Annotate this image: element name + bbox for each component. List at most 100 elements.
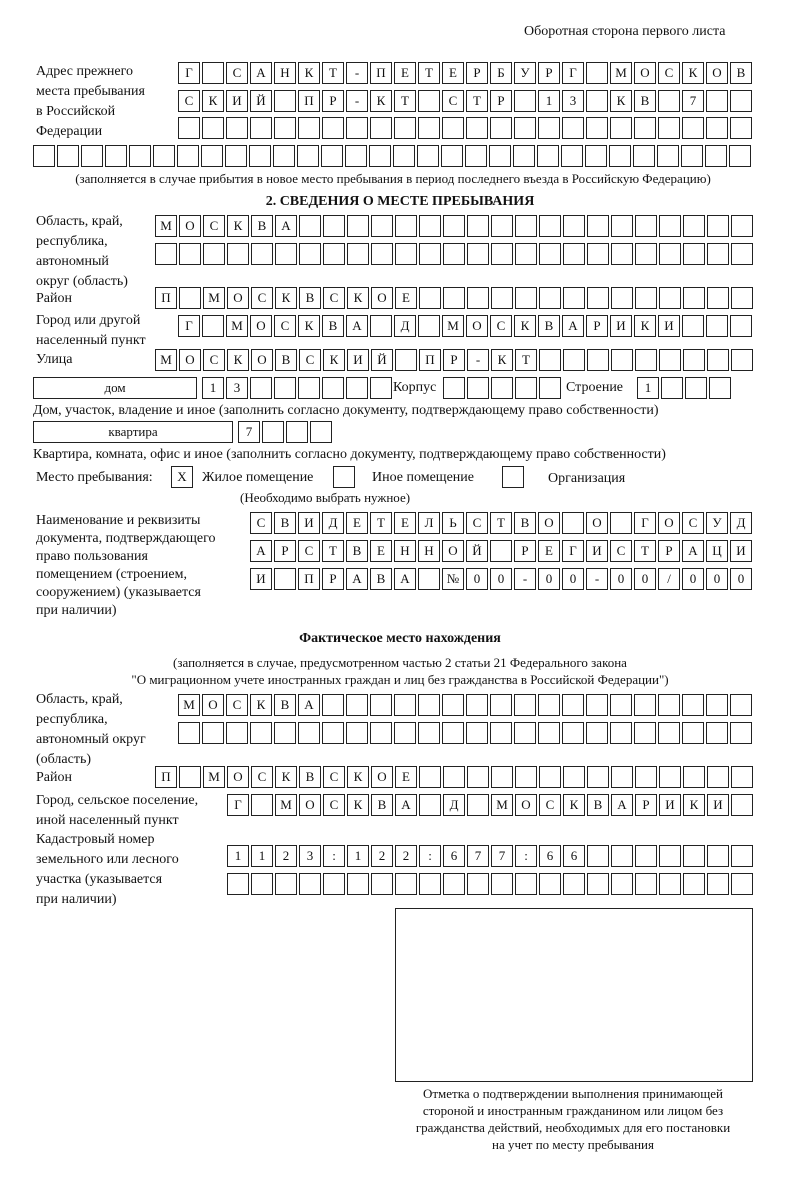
- char-box[interactable]: [346, 117, 368, 139]
- char-box[interactable]: М: [155, 215, 177, 237]
- char-box[interactable]: [659, 766, 681, 788]
- char-box[interactable]: [323, 215, 345, 237]
- char-box[interactable]: [659, 243, 681, 265]
- char-box[interactable]: 7: [467, 845, 489, 867]
- char-box[interactable]: С: [250, 512, 272, 534]
- char-box[interactable]: Г: [178, 62, 200, 84]
- char-box[interactable]: [443, 215, 465, 237]
- char-box[interactable]: О: [179, 215, 201, 237]
- char-box[interactable]: [706, 722, 728, 744]
- char-box[interactable]: И: [659, 794, 681, 816]
- char-box[interactable]: [491, 287, 513, 309]
- char-box[interactable]: И: [658, 315, 680, 337]
- char-box[interactable]: [346, 694, 368, 716]
- char-box[interactable]: [515, 377, 537, 399]
- char-box[interactable]: Е: [394, 62, 416, 84]
- char-box[interactable]: О: [179, 349, 201, 371]
- char-box[interactable]: [707, 243, 729, 265]
- char-box[interactable]: Й: [466, 540, 488, 562]
- char-box[interactable]: О: [371, 766, 393, 788]
- char-box[interactable]: [370, 377, 392, 399]
- char-box[interactable]: [466, 722, 488, 744]
- char-box[interactable]: [418, 722, 440, 744]
- char-box[interactable]: О: [251, 349, 273, 371]
- char-box[interactable]: Л: [418, 512, 440, 534]
- char-box[interactable]: 0: [562, 568, 584, 590]
- char-box[interactable]: [611, 243, 633, 265]
- char-box[interactable]: [394, 694, 416, 716]
- char-box[interactable]: [273, 145, 295, 167]
- char-box[interactable]: А: [682, 540, 704, 562]
- char-box[interactable]: М: [155, 349, 177, 371]
- char-box[interactable]: О: [442, 540, 464, 562]
- char-box[interactable]: [322, 117, 344, 139]
- char-box[interactable]: К: [682, 62, 704, 84]
- char-box[interactable]: [587, 766, 609, 788]
- char-box[interactable]: С: [539, 794, 561, 816]
- char-box[interactable]: 1: [347, 845, 369, 867]
- char-box[interactable]: [587, 873, 609, 895]
- char-box[interactable]: 1: [637, 377, 659, 399]
- char-box[interactable]: Р: [635, 794, 657, 816]
- char-box[interactable]: О: [202, 694, 224, 716]
- char-box[interactable]: [635, 873, 657, 895]
- char-box[interactable]: [370, 694, 392, 716]
- char-box[interactable]: Т: [418, 62, 440, 84]
- char-box[interactable]: [683, 845, 705, 867]
- char-box[interactable]: П: [155, 766, 177, 788]
- char-box[interactable]: [539, 873, 561, 895]
- char-box[interactable]: [491, 873, 513, 895]
- char-box[interactable]: [730, 315, 752, 337]
- char-box[interactable]: И: [730, 540, 752, 562]
- char-box[interactable]: В: [299, 766, 321, 788]
- char-box[interactable]: М: [610, 62, 632, 84]
- char-box[interactable]: [611, 215, 633, 237]
- char-box[interactable]: Т: [322, 62, 344, 84]
- char-box[interactable]: [539, 243, 561, 265]
- char-box[interactable]: Б: [490, 62, 512, 84]
- char-box[interactable]: 1: [227, 845, 249, 867]
- char-box[interactable]: [586, 722, 608, 744]
- char-box[interactable]: С: [226, 62, 248, 84]
- char-box[interactable]: [346, 722, 368, 744]
- char-box[interactable]: [322, 377, 344, 399]
- char-box[interactable]: [683, 873, 705, 895]
- char-box[interactable]: О: [586, 512, 608, 534]
- char-box[interactable]: К: [202, 90, 224, 112]
- char-box[interactable]: [443, 766, 465, 788]
- char-box[interactable]: [419, 873, 441, 895]
- char-box[interactable]: М: [203, 287, 225, 309]
- char-box[interactable]: В: [514, 512, 536, 534]
- char-box[interactable]: С: [323, 766, 345, 788]
- char-box[interactable]: [299, 243, 321, 265]
- char-box[interactable]: [514, 90, 536, 112]
- char-box[interactable]: [659, 215, 681, 237]
- char-box[interactable]: [491, 766, 513, 788]
- char-box[interactable]: К: [683, 794, 705, 816]
- char-box[interactable]: [105, 145, 127, 167]
- char-box[interactable]: [322, 694, 344, 716]
- char-box[interactable]: [515, 873, 537, 895]
- char-box[interactable]: К: [227, 215, 249, 237]
- char-box[interactable]: [610, 512, 632, 534]
- char-box[interactable]: О: [706, 62, 728, 84]
- char-box[interactable]: :: [419, 845, 441, 867]
- char-box[interactable]: У: [706, 512, 728, 534]
- char-box[interactable]: 7: [491, 845, 513, 867]
- char-box[interactable]: [465, 145, 487, 167]
- char-box[interactable]: [539, 766, 561, 788]
- char-box[interactable]: [395, 215, 417, 237]
- char-box[interactable]: Т: [634, 540, 656, 562]
- char-box[interactable]: 3: [226, 377, 248, 399]
- char-box[interactable]: [634, 117, 656, 139]
- char-box[interactable]: [442, 722, 464, 744]
- char-box[interactable]: [275, 243, 297, 265]
- char-box[interactable]: [274, 117, 296, 139]
- char-box[interactable]: К: [347, 766, 369, 788]
- char-box[interactable]: [611, 349, 633, 371]
- char-box[interactable]: [369, 145, 391, 167]
- char-box[interactable]: [394, 117, 416, 139]
- char-box[interactable]: [707, 215, 729, 237]
- char-box[interactable]: Р: [443, 349, 465, 371]
- char-box[interactable]: [683, 287, 705, 309]
